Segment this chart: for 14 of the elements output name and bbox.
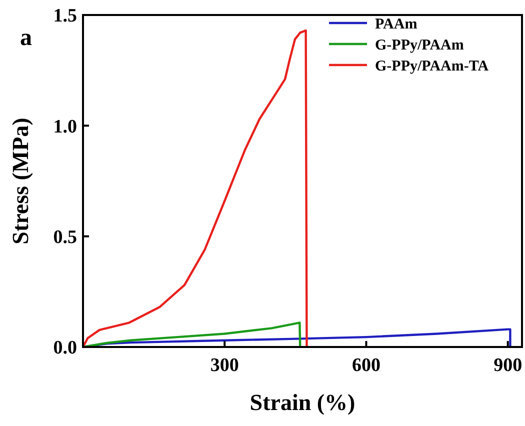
y-tick-label: 1.0 [53, 116, 77, 138]
y-tick-label: 0.5 [53, 226, 77, 248]
x-axis-title: Strain (%) [250, 390, 356, 415]
y-tick-label: 1.5 [53, 6, 77, 27]
legend-label: G-PPy/PAAm [375, 37, 464, 54]
chart-title: a [20, 25, 32, 51]
x-tick-label: 600 [352, 355, 380, 376]
line-series [82, 29, 308, 348]
x-tick-label: 300 [210, 355, 239, 376]
y-tick-label: 0.0 [53, 338, 77, 359]
legend-label: PAAm [375, 16, 418, 32]
y-axis-title: Stress (MPa) [8, 118, 33, 244]
x-tick-label: 900 [494, 355, 522, 376]
legend-label: G-PPy/PAAm-TA [375, 58, 489, 74]
